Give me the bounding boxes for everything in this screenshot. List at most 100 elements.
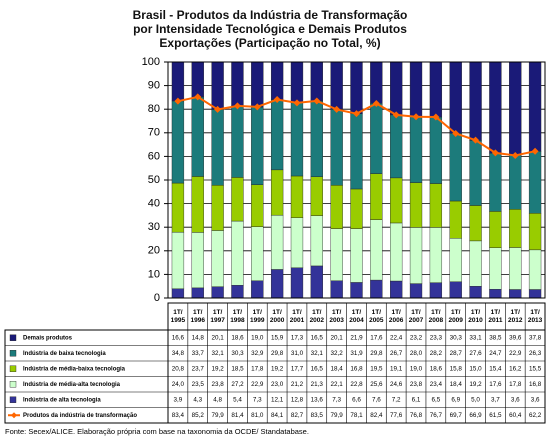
bar-segment: [350, 61, 363, 114]
data-label: 83,5: [311, 412, 324, 419]
bar-segment: [251, 62, 264, 108]
data-label: 22,4: [390, 334, 403, 341]
data-label: 5,4: [233, 396, 242, 403]
data-label: 23,0: [271, 381, 284, 388]
line-marker: [293, 99, 301, 107]
bar-segment: [509, 155, 522, 210]
data-label: 3,6: [511, 396, 520, 403]
legend-label: Indústria de baixa tecnologia: [23, 351, 106, 357]
plot-border: [167, 61, 546, 299]
bar-segment: [469, 205, 482, 242]
bar-segment: [409, 61, 423, 117]
chart-title: Brasil - Produtos da Indústria de Transf…: [132, 8, 408, 22]
x-tick-label: 1T/ 2000: [269, 309, 285, 324]
data-label: 26,7: [390, 350, 403, 357]
bar-segment: [251, 106, 264, 185]
legend-label: Demais produtos: [23, 335, 73, 341]
data-label: 29,8: [370, 350, 383, 357]
data-label: 32,2: [331, 350, 344, 357]
bar-segment: [290, 61, 304, 104]
data-label: 28,7: [450, 350, 463, 357]
line-marker: [491, 149, 499, 157]
data-label: 27,2: [231, 381, 244, 388]
data-label: 28,0: [410, 350, 423, 357]
y-tick-label: 70: [148, 127, 160, 139]
legend-swatch: [9, 396, 17, 403]
data-label: 3,6: [531, 396, 540, 403]
data-label: 23,5: [192, 381, 205, 388]
bar-segment: [409, 283, 423, 299]
line-marker: [452, 130, 460, 138]
bar-segment: [290, 175, 304, 218]
bar-segment: [429, 183, 443, 228]
bar-segment: [270, 214, 284, 270]
bar-segment: [528, 249, 542, 290]
data-label: 84,1: [271, 412, 284, 419]
data-label: 14,8: [192, 334, 205, 341]
data-label: 30,3: [231, 350, 244, 357]
bar-segment: [270, 61, 284, 100]
line-marker: [392, 111, 400, 119]
legend-label: Indústria de média-baixa tecnologia: [23, 366, 126, 372]
bar-segment: [350, 282, 363, 299]
line-marker: [233, 102, 241, 110]
bar-segment: [171, 231, 185, 289]
x-tick-label: 1T/ 2007: [408, 309, 424, 324]
line-marker: [194, 93, 202, 101]
bar-segment: [390, 280, 403, 299]
line-marker: [511, 151, 519, 159]
data-label: 77,6: [390, 412, 403, 419]
bar-segment: [330, 184, 343, 229]
data-label: 15,9: [271, 334, 284, 341]
bar-segment: [409, 227, 423, 284]
bar-segment: [330, 228, 343, 281]
x-tick-label: 1T/ 1998: [230, 309, 245, 324]
bar-segment: [469, 140, 482, 206]
data-label: 7,6: [372, 396, 381, 403]
bar-segment: [270, 269, 284, 299]
x-tick-label: 1T/ 2003: [329, 309, 344, 324]
data-label: 20,8: [172, 365, 185, 372]
data-label: 24,0: [172, 381, 185, 388]
bar-segment: [489, 211, 502, 248]
bar-segment: [290, 102, 304, 177]
bar-segment: [489, 152, 502, 212]
data-label: 32,9: [251, 350, 264, 357]
data-label: 19,2: [211, 365, 224, 372]
bar-segment: [251, 226, 264, 281]
data-label: 12,1: [271, 396, 284, 403]
data-label: 18,5: [231, 365, 244, 372]
data-label: 30,3: [450, 334, 463, 341]
bar-segment: [449, 200, 462, 239]
data-label: 25,6: [370, 381, 383, 388]
bar-segment: [330, 61, 343, 110]
bar-segment: [409, 182, 423, 228]
data-label: 19,2: [469, 381, 482, 388]
x-tick-label: 1T/ 1999: [250, 309, 265, 324]
x-tick-label: 1T/ 2012: [507, 309, 523, 324]
data-label: 7,3: [253, 396, 262, 403]
bar-segment: [310, 61, 323, 102]
data-label: 22,1: [331, 381, 344, 388]
legend-label: Produtos da indústria de transformação: [23, 413, 137, 419]
bar-segment: [211, 286, 224, 299]
bar-segment: [211, 109, 224, 186]
bar-segment: [350, 228, 363, 283]
bar-segment: [528, 61, 542, 152]
y-tick-label: 80: [148, 103, 160, 115]
bar-segment: [231, 177, 244, 222]
data-label: 6,9: [451, 396, 460, 403]
legend-swatch: [11, 412, 17, 419]
y-tick-label: 90: [148, 80, 160, 92]
bar-segment: [231, 220, 244, 286]
data-label: 4,8: [213, 396, 222, 403]
source-note: Fonte: Secex/ALICE. Elaboração própria c…: [5, 427, 309, 436]
bar-segment: [489, 289, 502, 299]
bar-segment: [390, 177, 403, 224]
bar-segment: [489, 62, 502, 154]
data-label: 3,7: [491, 396, 500, 403]
bar-segment: [191, 61, 204, 98]
data-label: 17,8: [509, 381, 522, 388]
data-label: 76,8: [410, 412, 423, 419]
bar-segment: [330, 108, 343, 186]
